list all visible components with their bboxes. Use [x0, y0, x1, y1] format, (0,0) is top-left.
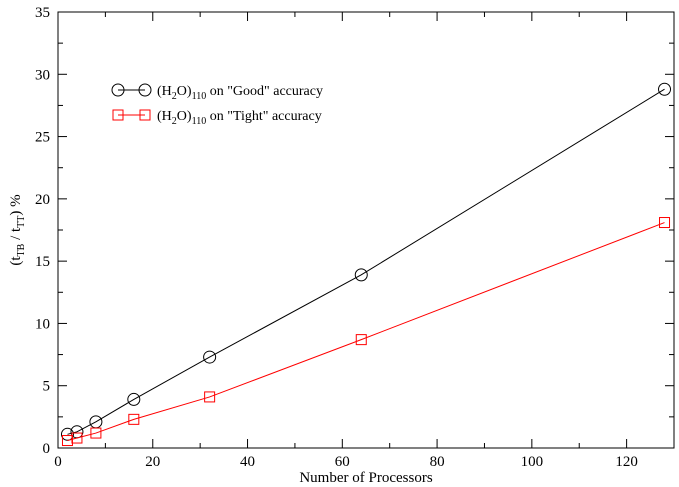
data-point-square [90, 427, 102, 439]
series-layer [60, 82, 672, 447]
series-line-0 [67, 88, 665, 435]
data-point-square [61, 435, 73, 447]
x-tick-label: 0 [54, 454, 62, 470]
y-tick-label: 35 [35, 5, 50, 21]
legend-marker-circle [111, 83, 125, 97]
svg-text:(H2O)110 on "Tight" accuracy: (H2O)110 on "Tight" accuracy [157, 109, 322, 127]
legend-label-good: (H [157, 84, 172, 99]
x-tick-label: 20 [145, 454, 160, 470]
legend: (H2O)110 on "Good" accuracy (H2O)110 on … [111, 83, 323, 127]
x-tick-label: 120 [615, 454, 638, 470]
y-tick-label: 30 [35, 67, 50, 83]
y-tick-label: 0 [43, 441, 51, 457]
legend-marker-square [112, 109, 124, 121]
plot-frame [57, 11, 675, 449]
y-tick-label: 5 [43, 379, 51, 395]
x-tick-label: 60 [335, 454, 350, 470]
legend-entry-tight: (H2O)110 on "Tight" accuracy [112, 109, 322, 127]
data-point-square [355, 334, 367, 346]
series-line-1 [67, 222, 665, 442]
data-point-square [659, 217, 671, 229]
data-point-circle [354, 268, 368, 282]
data-point-circle [127, 392, 141, 406]
x-tick-label: 40 [240, 454, 255, 470]
svg-text:(tTB / tTT) %: (tTB / tTT) % [8, 194, 27, 265]
legend-label-tight: (H [157, 109, 172, 124]
data-point-square [71, 432, 83, 444]
legend-entry-good: (H2O)110 on "Good" accuracy [111, 83, 323, 102]
y-tick-label: 20 [35, 192, 50, 208]
data-point-circle [658, 82, 672, 96]
legend-marker-circle [138, 83, 152, 97]
y-tick-label: 10 [35, 316, 50, 332]
x-tick-label: 80 [430, 454, 445, 470]
data-point-square [128, 413, 140, 425]
y-tick-label: 25 [35, 130, 50, 146]
y-tick-label: 15 [35, 254, 50, 270]
data-point-square [204, 391, 216, 403]
y-axis-label: (tTB / tTT) % [8, 194, 27, 265]
axis-ticks: 0 20 40 60 80 100 120 0 5 10 15 20 25 30 35 [35, 5, 674, 470]
svg-text:(H2O)110 on "Good" accuracy: (H2O)110 on "Good" accuracy [157, 84, 323, 102]
data-point-circle [203, 350, 217, 364]
x-axis-label: Number of Processors [299, 470, 432, 486]
legend-marker-square [139, 109, 151, 121]
x-tick-label: 100 [521, 454, 544, 470]
